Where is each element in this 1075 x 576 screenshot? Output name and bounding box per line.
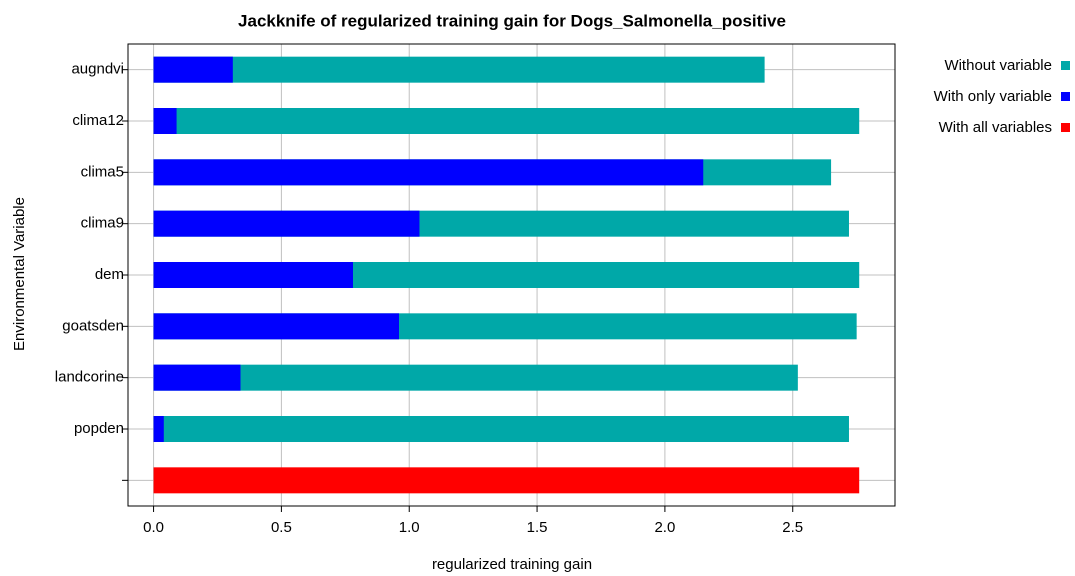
bar [153,416,164,442]
y-axis-label: Environmental Variable [11,197,28,351]
x-axis-label: regularized training gain [432,556,592,573]
bar [153,108,860,134]
bar [153,467,860,494]
bar [153,108,177,134]
bar [153,364,241,391]
bar [153,364,798,391]
legend-label: With only variable [934,88,1052,105]
x-tick-label: 1.5 [527,519,548,536]
legend-swatch [1061,92,1070,101]
legend-swatch [1061,61,1070,70]
chart-title: Jackknife of regularized training gain f… [238,11,786,30]
x-tick-label: 2.0 [654,519,675,536]
legend-label: Without variable [944,57,1052,74]
plot-border [127,43,896,507]
y-tick-label: landcorine [55,369,124,386]
bar [153,313,400,340]
y-tick-label: clima12 [72,112,124,129]
bar [153,159,704,186]
x-tick-label: 2.5 [782,519,803,536]
bar [153,56,765,83]
legend-swatch [1061,123,1070,132]
bar [153,56,233,83]
y-tick-label: clima9 [81,215,124,232]
legend-label: With all variables [939,119,1052,136]
y-tick-label: popden [74,420,124,437]
bar [153,210,420,237]
y-tick-label: goatsden [62,317,124,334]
y-tick-label: clima5 [81,163,124,180]
y-tick-label: dem [95,266,124,283]
x-tick-label: 0.5 [271,519,292,536]
x-tick-label: 1.0 [399,519,420,536]
x-tick-label: 0.0 [143,519,164,536]
bar [153,262,353,288]
y-tick-label: augndvi [71,61,124,78]
bar [153,416,849,442]
